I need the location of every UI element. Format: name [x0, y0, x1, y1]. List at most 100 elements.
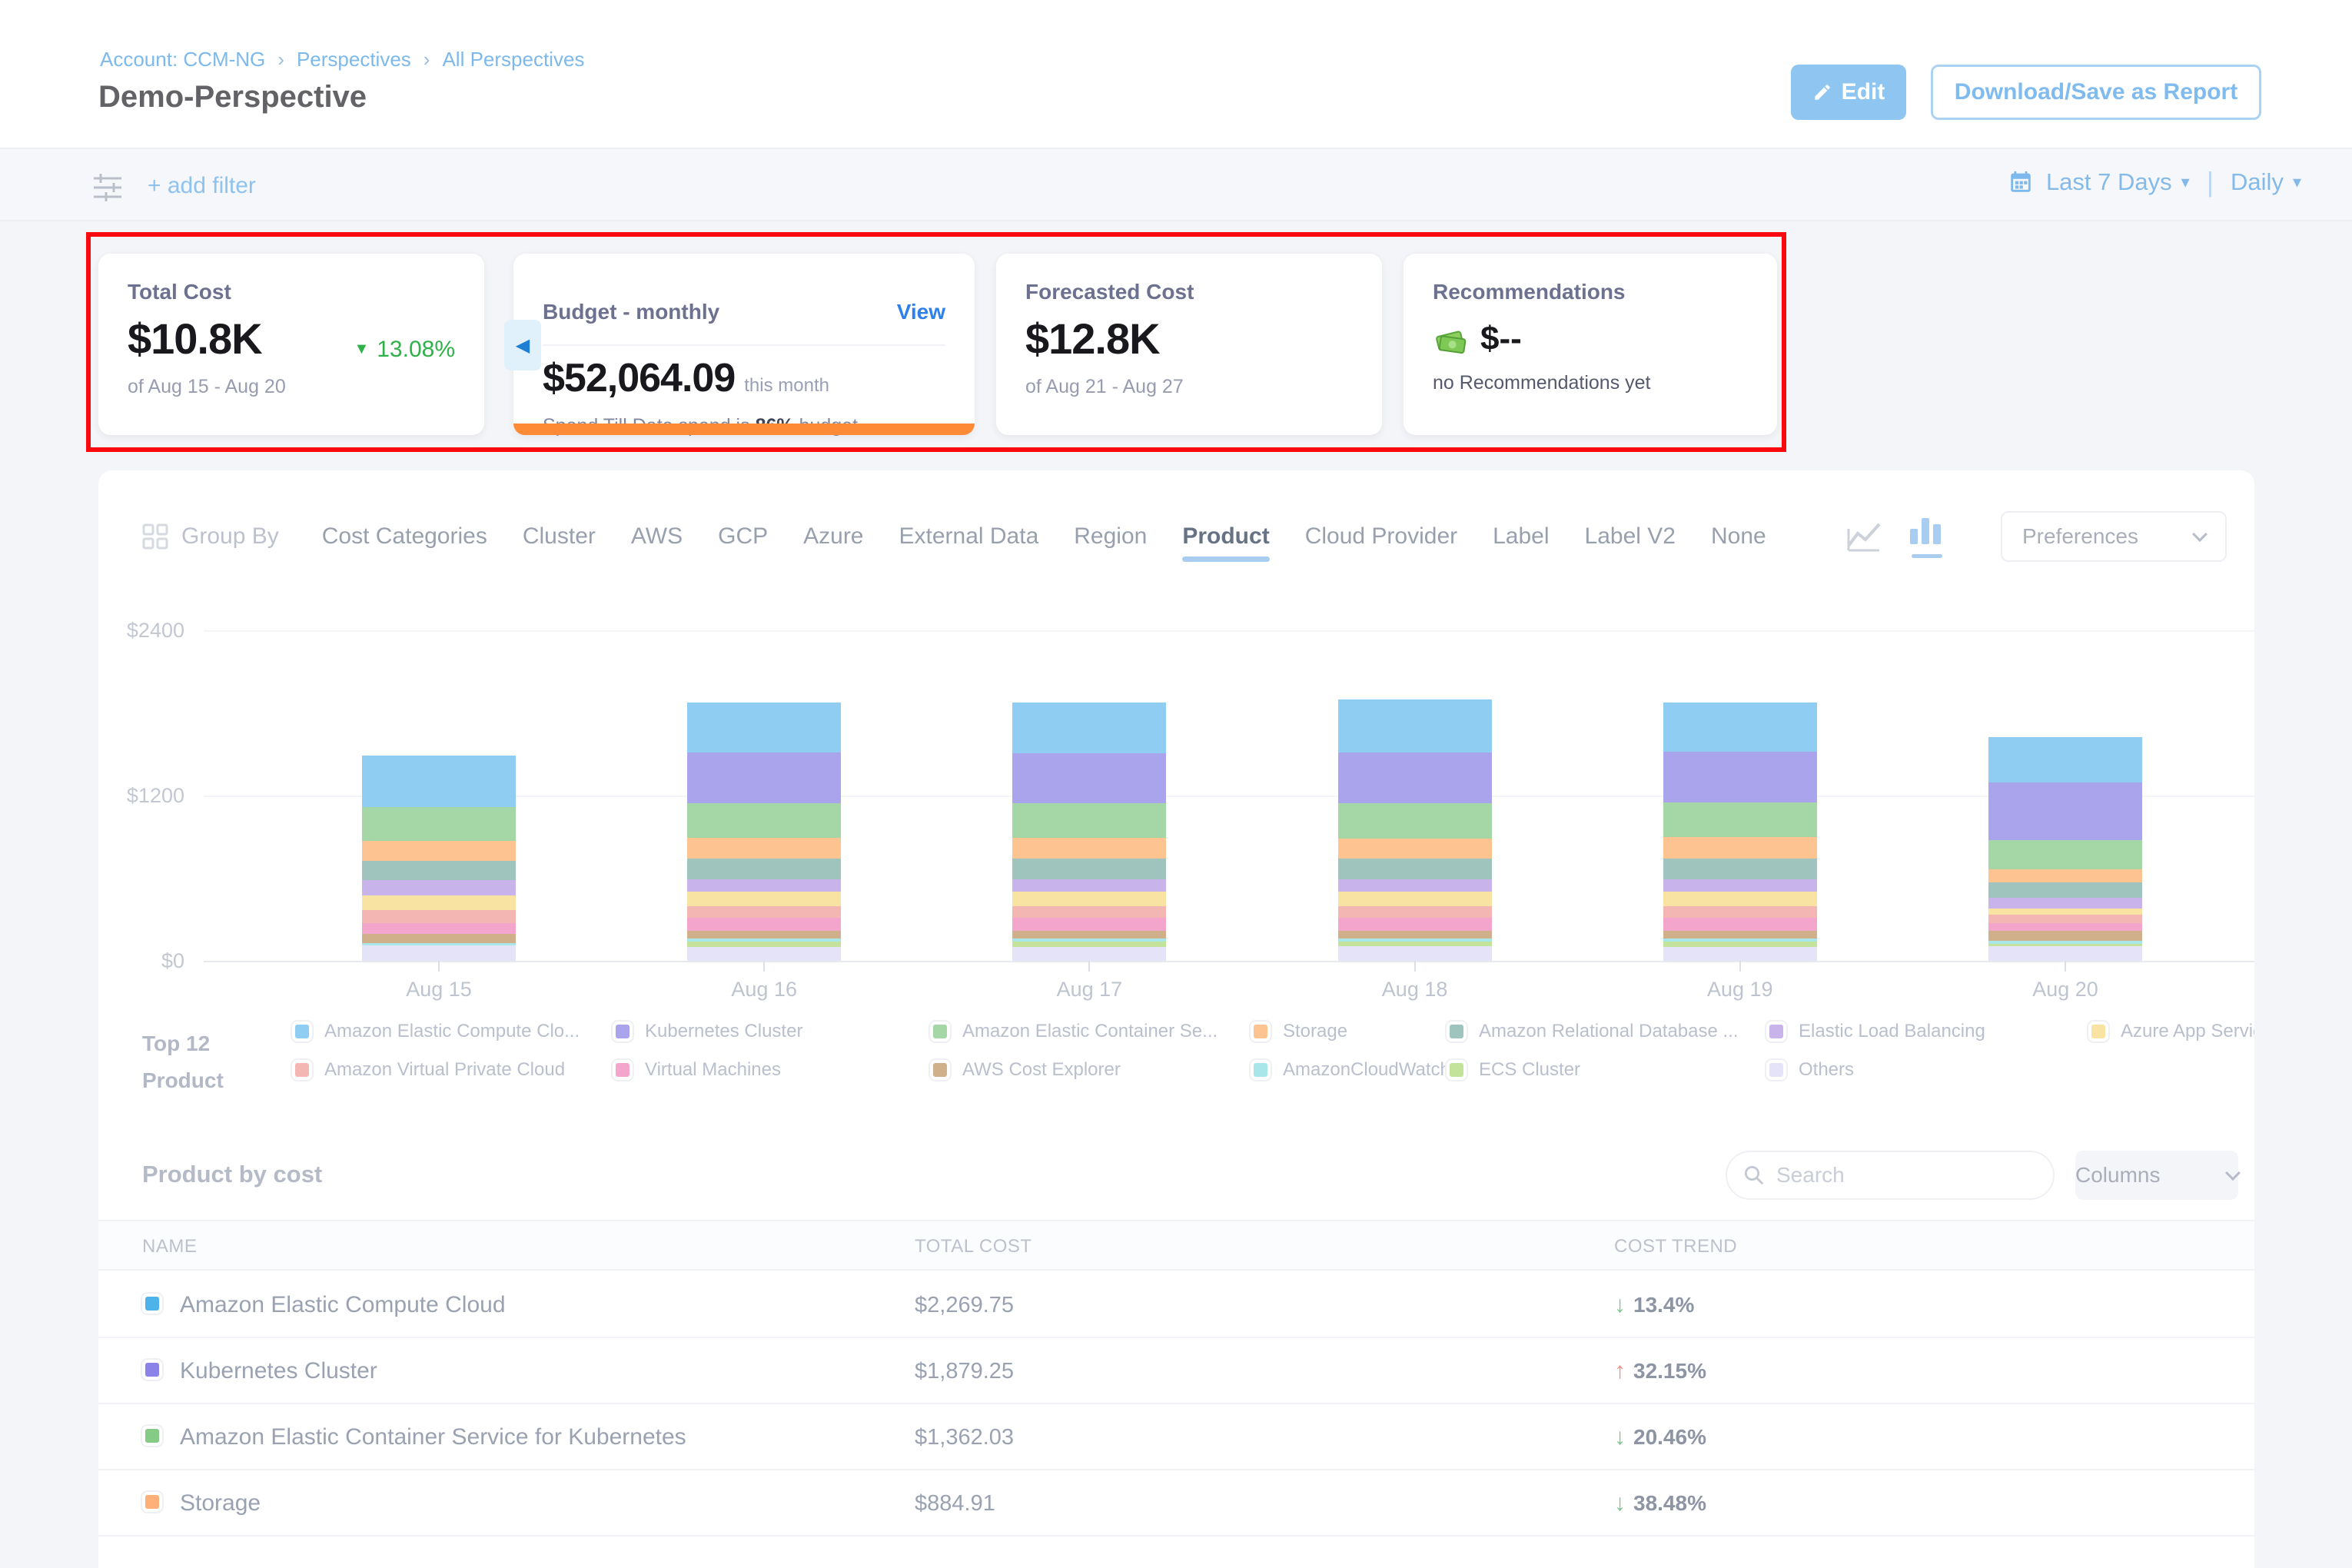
- legend-item-amazon-elastic-compute-clo-[interactable]: Amazon Elastic Compute Clo...: [292, 1021, 580, 1042]
- tab-aws[interactable]: AWS: [630, 523, 683, 549]
- tab-none[interactable]: None: [1710, 523, 1766, 549]
- bar-segment: [1663, 906, 1817, 919]
- legend-swatch: [613, 1060, 633, 1080]
- chart-bar-aug-20[interactable]: [1988, 736, 2142, 961]
- forecasted-cost-card: Forecasted Cost $12.8K of Aug 21 - Aug 2…: [996, 254, 1382, 435]
- gridline-2400: [204, 630, 2254, 632]
- bar-segment: [1012, 941, 1167, 948]
- add-filter-button[interactable]: + add filter: [148, 173, 256, 198]
- legend-item-others[interactable]: Others: [1766, 1059, 1854, 1081]
- bar-segment: [1337, 699, 1492, 752]
- x-axis-line: [204, 961, 2254, 962]
- breadcrumb-link[interactable]: Perspectives: [296, 48, 411, 71]
- bar-segment: [362, 895, 516, 910]
- legend-swatch: [1766, 1022, 1786, 1041]
- breadcrumb-link[interactable]: All Perspectives: [442, 48, 585, 71]
- bar-segment: [1663, 751, 1817, 802]
- edit-button[interactable]: Edit: [1791, 65, 1906, 120]
- legend-swatch: [1251, 1022, 1271, 1041]
- row-name[interactable]: Amazon Elastic Container Service for Kub…: [180, 1424, 686, 1450]
- bar-segment: [1988, 840, 2142, 869]
- row-cost-trend: ↓ 20.46%: [1614, 1424, 1706, 1450]
- legend-item-storage[interactable]: Storage: [1251, 1021, 1347, 1042]
- download-save-report-button[interactable]: Download/Save as Report: [1931, 65, 2261, 120]
- date-range-dropdown[interactable]: Last 7 Days ▾: [2046, 168, 2190, 196]
- column-header-cost-trend[interactable]: COST TREND: [1614, 1236, 1738, 1257]
- preferences-label: Preferences: [2022, 524, 2138, 548]
- bar-segment: [1663, 879, 1817, 892]
- legend-item-amazon-virtual-private-cloud[interactable]: Amazon Virtual Private Cloud: [292, 1059, 565, 1081]
- total-cost-trend: ▼ 13.08%: [354, 337, 455, 363]
- legend-item-kubernetes-cluster[interactable]: Kubernetes Cluster: [613, 1021, 802, 1042]
- chart-bar-aug-19[interactable]: [1663, 703, 1817, 961]
- line-chart-toggle-icon[interactable]: [1844, 518, 1884, 555]
- legend-item-amazoncloudwatch[interactable]: AmazonCloudWatch: [1251, 1059, 1450, 1081]
- tab-cost-categories[interactable]: Cost Categories: [321, 523, 487, 549]
- legend-item-aws-cost-explorer[interactable]: AWS Cost Explorer: [930, 1059, 1121, 1081]
- breadcrumb-link[interactable]: Account: CCM-NG: [100, 48, 266, 71]
- legend-item-ecs-cluster[interactable]: ECS Cluster: [1447, 1059, 1580, 1081]
- legend-swatch: [930, 1022, 950, 1041]
- row-total-cost: $2,269.75: [915, 1293, 1015, 1317]
- tab-azure[interactable]: Azure: [803, 523, 864, 549]
- chart-bar-aug-18[interactable]: [1337, 699, 1492, 961]
- chart-bar-aug-17[interactable]: [1012, 703, 1167, 961]
- legend-item-virtual-machines[interactable]: Virtual Machines: [613, 1059, 781, 1081]
- column-header-name[interactable]: NAME: [142, 1236, 198, 1257]
- grid-icon: [142, 523, 168, 550]
- breadcrumb-separator: ›: [423, 48, 430, 71]
- granularity-dropdown[interactable]: Daily ▾: [2231, 168, 2301, 196]
- bar-chart-toggle-icon[interactable]: [1910, 518, 1947, 558]
- money-icon: [1436, 331, 1467, 354]
- chart-bar-aug-16[interactable]: [687, 703, 842, 961]
- tab-product[interactable]: Product: [1182, 523, 1271, 562]
- legend-label: Azure App Service: [2121, 1021, 2254, 1041]
- row-name[interactable]: Kubernetes Cluster: [180, 1358, 377, 1384]
- legend-item-azure-app-service[interactable]: Azure App Service: [2088, 1021, 2254, 1042]
- tab-label[interactable]: Label: [1493, 523, 1550, 549]
- bar-segment: [687, 906, 842, 919]
- columns-dropdown[interactable]: Columns: [2075, 1151, 2241, 1200]
- column-header-total-cost[interactable]: TOTAL COST: [915, 1236, 1032, 1257]
- row-name[interactable]: Amazon Elastic Compute Cloud: [180, 1292, 506, 1317]
- tab-label-v2[interactable]: Label V2: [1584, 523, 1676, 549]
- bar-segment: [1337, 838, 1492, 859]
- chart-bar-aug-15[interactable]: [362, 756, 516, 961]
- filter-sliders-icon[interactable]: [91, 169, 125, 203]
- time-controls: Last 7 Days ▾ | Daily ▾: [2008, 166, 2301, 198]
- bar-segment: [1337, 941, 1492, 947]
- legend-item-amazon-relational-database-[interactable]: Amazon Relational Database ...: [1447, 1021, 1739, 1042]
- bar-segment: [687, 891, 842, 907]
- tab-cloud-provider[interactable]: Cloud Provider: [1304, 523, 1458, 549]
- row-color-swatch: [142, 1492, 162, 1512]
- tab-cluster[interactable]: Cluster: [522, 523, 596, 549]
- bar-segment: [1988, 882, 2142, 899]
- arrow-down-icon: ↓: [1614, 1424, 1626, 1450]
- bar-segment: [1337, 930, 1492, 939]
- legend-item-elastic-load-balancing[interactable]: Elastic Load Balancing: [1766, 1021, 1985, 1042]
- row-name[interactable]: Storage: [180, 1490, 261, 1516]
- preferences-dropdown[interactable]: Preferences: [2001, 511, 2227, 562]
- tab-gcp[interactable]: GCP: [718, 523, 769, 549]
- legend-title: Top 12 Product: [142, 1025, 224, 1099]
- tab-external-data[interactable]: External Data: [899, 523, 1039, 549]
- recommendations-card: Recommendations $-- no Recommendations y…: [1404, 254, 1777, 435]
- search-input[interactable]: [1776, 1163, 2022, 1188]
- row-trend-pct: 13.4%: [1633, 1293, 1695, 1317]
- page-title: Demo-Perspective: [98, 80, 367, 114]
- legend-item-amazon-elastic-container-se-[interactable]: Amazon Elastic Container Se...: [930, 1021, 1218, 1042]
- recommendations-title: Recommendations: [1433, 280, 1626, 304]
- bar-segment: [1663, 703, 1817, 752]
- x-axis-tick: [1414, 961, 1416, 972]
- budget-progress-bar: [513, 424, 975, 435]
- collapse-arrow-button[interactable]: ◀: [504, 320, 541, 370]
- legend-title-line1: Top 12: [142, 1031, 211, 1055]
- main-panel: Group By Cost Categories Cluster AWS GCP Azu…: [98, 470, 2254, 1568]
- bar-segment: [362, 909, 516, 923]
- arrow-down-icon: ↓: [1614, 1490, 1626, 1516]
- bar-segment: [1337, 906, 1492, 919]
- budget-view-link[interactable]: View: [896, 300, 945, 324]
- bar-segment: [687, 941, 842, 948]
- tab-region[interactable]: Region: [1074, 523, 1148, 549]
- y-tick-label: $2400: [126, 619, 184, 642]
